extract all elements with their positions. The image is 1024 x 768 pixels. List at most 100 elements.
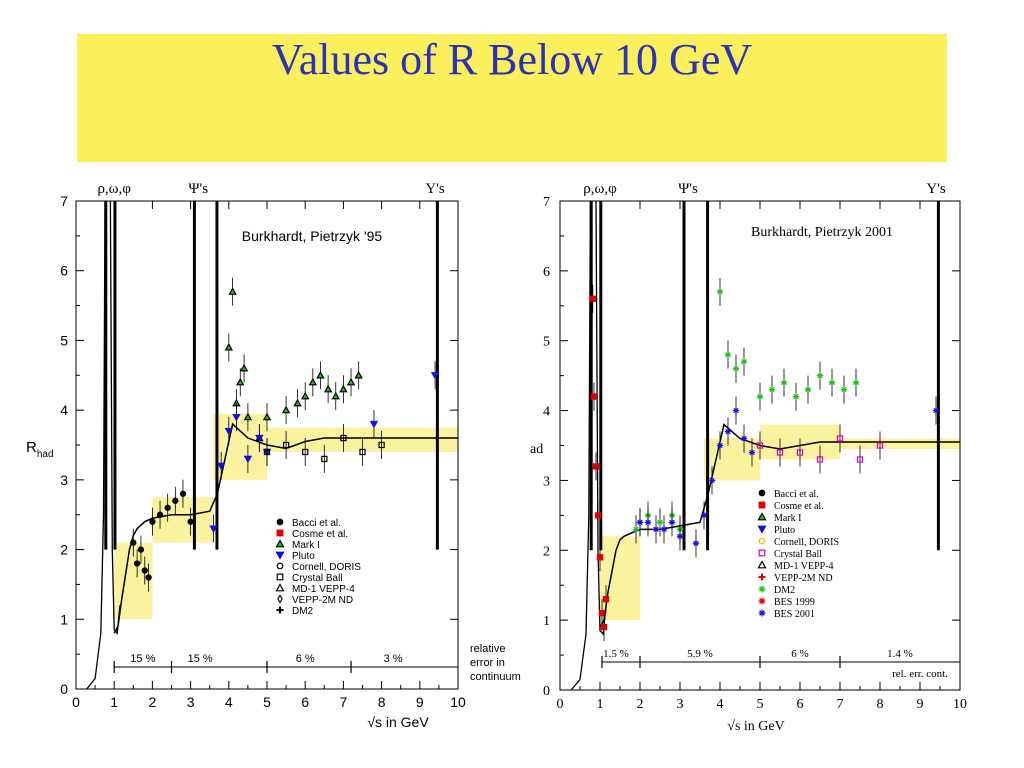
data-point: [239, 363, 249, 372]
x-tick-label: 3: [677, 697, 684, 712]
legend-marker: [758, 573, 766, 581]
data-point: [602, 596, 610, 603]
x-tick-label: 6: [301, 694, 309, 710]
data-point: [780, 379, 788, 386]
rel-error-label: relative: [470, 643, 505, 655]
y-tick-label: 7: [60, 193, 68, 209]
data-point: [378, 441, 385, 449]
data-point: [708, 477, 716, 484]
data-point: [354, 370, 363, 379]
y-tick-label: 0: [543, 684, 550, 699]
y-tick-label: 3: [60, 472, 68, 488]
data-point: [236, 377, 245, 386]
x-tick-label: 9: [917, 697, 924, 712]
data-point: [776, 449, 784, 456]
data-point: [652, 526, 660, 533]
data-point: [331, 391, 340, 400]
legend-marker: [276, 529, 284, 537]
rel-error-value: 6 %: [791, 648, 808, 660]
legend-entry: VEPP-2M ND: [774, 573, 833, 584]
data-point: [359, 448, 366, 456]
data-point: [243, 455, 253, 464]
data-point: [172, 497, 179, 504]
x-tick-label: 0: [72, 694, 80, 710]
threshold-curve: [570, 200, 592, 691]
chart-2: 0 1 2 3 4 5 6 7 8 9 10 0 1 2 3 4 5 6 7 ρ,ω,φ Ψ's Υ's Burkhardt…: [530, 181, 967, 734]
data-point: [164, 504, 171, 511]
title-banner: [77, 34, 947, 162]
y-axis-label-sub: had: [37, 449, 54, 460]
data-point: [592, 463, 600, 470]
data-point: [840, 386, 848, 393]
data-point: [149, 518, 156, 525]
data-point: [300, 391, 310, 400]
data-point: [796, 449, 804, 456]
x-tick-label: 7: [340, 694, 348, 710]
data-point: [724, 351, 732, 358]
legend-entry: Pluto: [774, 525, 795, 536]
data-point: [836, 435, 844, 442]
data-point: [346, 377, 356, 386]
data-point: [668, 519, 676, 526]
data-point: [430, 372, 440, 380]
rel-error-value: 15 %: [130, 653, 155, 665]
data-point: [748, 449, 756, 456]
data-point: [932, 407, 940, 414]
data-point: [369, 420, 379, 429]
y-tick-label: 6: [60, 263, 68, 279]
legend-entry: Mark I: [292, 540, 320, 551]
rel-error-label: rel. err. cont.: [892, 668, 948, 680]
data-point: [590, 393, 598, 400]
legend-marker: [758, 489, 766, 497]
x-tick-label: 10: [953, 697, 967, 712]
data-point: [876, 442, 884, 449]
legend-entry: BES 2001: [774, 609, 815, 620]
data-point: [768, 386, 776, 393]
threshold-curve: [86, 200, 106, 690]
data-point: [700, 512, 708, 519]
legend-marker: [275, 539, 285, 548]
data-point: [145, 574, 152, 581]
legend-marker: [757, 525, 767, 534]
y-axis-label: ad: [530, 442, 543, 457]
legend-entry: Pluto: [292, 551, 315, 562]
legend-entry: DM2: [774, 585, 795, 596]
data-point: [187, 518, 194, 525]
data-point: [660, 526, 668, 533]
data-point: [716, 288, 724, 296]
resonance-label: ρ,ω,φ: [583, 181, 617, 197]
legend-entry: Cosme et al.: [774, 501, 824, 512]
data-point: [589, 295, 596, 302]
data-point: [209, 525, 218, 534]
y-tick-label: 2: [60, 542, 68, 558]
x-axis-label: √s in GeV: [367, 714, 429, 730]
data-point: [339, 384, 348, 393]
data-point: [321, 455, 328, 463]
x-tick-label: 0: [557, 697, 564, 712]
data-point: [732, 407, 740, 414]
legend-entry: Mark I: [774, 513, 802, 524]
y-tick-label: 4: [60, 402, 68, 418]
legend-marker: [757, 560, 767, 569]
x-tick-label: 9: [416, 694, 424, 710]
data-point: [228, 287, 237, 295]
data-point: [756, 442, 764, 449]
legend-marker: [758, 501, 766, 509]
y-tick-label: 4: [543, 405, 550, 420]
resonance-label: Ψ's: [188, 181, 208, 197]
data-point: [316, 370, 325, 379]
legend-entry: MD-1 VEPP-4: [292, 584, 355, 595]
legend-marker: [757, 512, 767, 521]
data-point: [302, 448, 309, 456]
y-tick-label: 6: [543, 265, 550, 280]
chart-1: 0 1 2 3 4 5 6 7 8 9 10 0 1 2 3 4 5 6 7 ρ,ω,φ Ψ's Υ's Burkhardt…: [26, 181, 521, 730]
data-point: [141, 567, 148, 574]
data-point: [636, 519, 644, 526]
data-point: [804, 386, 812, 393]
legend-entry: Crystal Ball: [774, 549, 822, 560]
x-tick-label: 6: [797, 697, 804, 712]
rel-error-value: 1.4 %: [887, 648, 913, 660]
x-tick-label: 4: [225, 694, 233, 710]
data-point: [724, 428, 732, 435]
data-point: [716, 442, 724, 449]
